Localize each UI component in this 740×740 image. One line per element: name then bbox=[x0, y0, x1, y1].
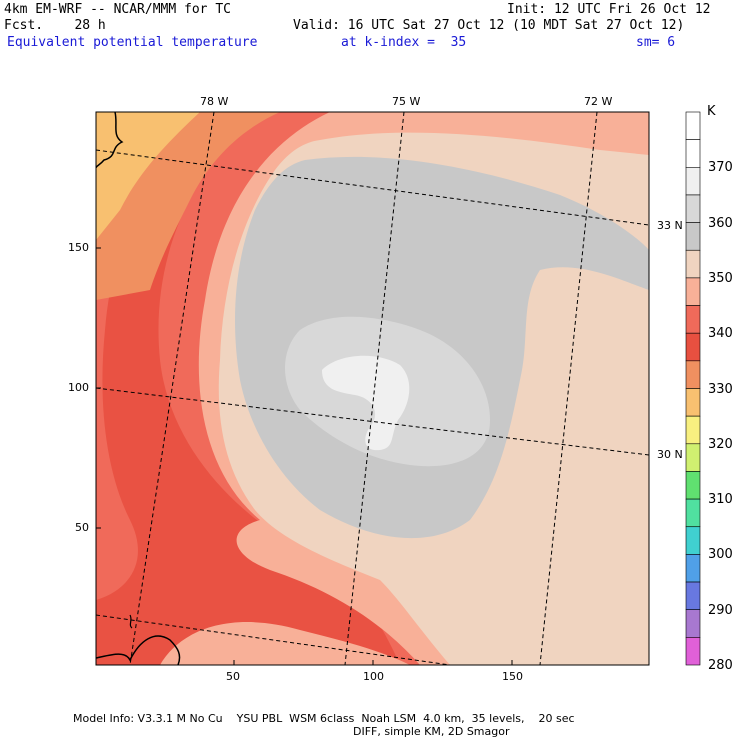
lat-label-30n: 30 N bbox=[657, 448, 683, 461]
lon-label-72w: 72 W bbox=[584, 95, 613, 108]
field-365k-eye bbox=[322, 355, 410, 451]
forecast-hour: Fcst. 28 h bbox=[4, 18, 106, 33]
y-tick-150: 150 bbox=[68, 241, 89, 254]
colorbar-swatch bbox=[685, 415, 701, 445]
colorbar-label: 300 bbox=[708, 547, 733, 563]
colorbar-swatch bbox=[685, 609, 701, 638]
lat-label-33n: 33 N bbox=[657, 219, 683, 232]
colorbar-swatch bbox=[685, 277, 701, 306]
colorbar-swatch bbox=[685, 167, 701, 196]
colorbar-label: 280 bbox=[708, 658, 733, 673]
parallel-33n bbox=[96, 149, 649, 226]
x-tick-100: 100 bbox=[363, 670, 384, 683]
colorbar-label: 320 bbox=[708, 436, 733, 452]
field-340k-core bbox=[96, 112, 400, 665]
x-tick-50: 50 bbox=[226, 670, 240, 683]
coastline-south bbox=[96, 635, 181, 665]
colorbar-swatch bbox=[685, 305, 701, 334]
colorbar-swatch bbox=[685, 249, 701, 279]
y-tick-100: 100 bbox=[68, 381, 89, 394]
colorbar-swatch bbox=[685, 637, 701, 666]
init-time: Init: 12 UTC Fri 26 Oct 12 bbox=[507, 2, 711, 17]
colorbar-swatch bbox=[685, 222, 701, 251]
map-field bbox=[96, 112, 649, 665]
colorbar-swatch bbox=[685, 526, 701, 555]
smoothing-info: sm= 6 bbox=[636, 35, 676, 50]
colorbar-label: 360 bbox=[708, 215, 733, 231]
meridian-75w bbox=[344, 112, 405, 665]
model-info-2: DIFF, simple KM, 2D Smagor bbox=[353, 725, 510, 738]
lon-label-78w: 78 W bbox=[200, 95, 229, 108]
level-info: at k-index = 35 bbox=[341, 35, 467, 50]
colorbar-label: 370 bbox=[708, 160, 733, 176]
colorbar-swatch bbox=[685, 581, 701, 610]
colorbar-label: 330 bbox=[708, 381, 733, 397]
valid-time: Valid: 16 UTC Sat 27 Oct 12 (10 MDT Sat … bbox=[293, 18, 685, 33]
colorbar-swatch bbox=[685, 388, 701, 417]
colorbar-swatch bbox=[685, 554, 701, 583]
lon-label-75w: 75 W bbox=[392, 95, 421, 108]
colorbar-label: 310 bbox=[708, 492, 733, 508]
parallel-27n bbox=[96, 614, 451, 665]
colorbar bbox=[685, 111, 701, 666]
field-325k bbox=[96, 112, 200, 240]
colorbar-label: 340 bbox=[708, 326, 733, 342]
island-coast bbox=[129, 614, 133, 629]
colorbar-swatch bbox=[685, 111, 701, 140]
colorbar-swatch bbox=[685, 194, 701, 223]
meridian-78w bbox=[129, 112, 215, 665]
colorbar-swatch bbox=[685, 139, 701, 168]
colorbar-label: 350 bbox=[708, 270, 733, 286]
colorbar-swatch bbox=[685, 471, 701, 500]
colorbar-unit: K bbox=[707, 104, 716, 119]
field-name: Equivalent potential temperature bbox=[7, 35, 258, 50]
colorbar-label: 290 bbox=[708, 602, 733, 618]
colorbar-swatch bbox=[685, 498, 701, 528]
axis-ticks bbox=[96, 247, 513, 665]
meridian-72w bbox=[539, 112, 598, 665]
parallel-30n bbox=[96, 387, 649, 456]
colorbar-swatch bbox=[685, 360, 701, 389]
model-info: Model Info: V3.3.1 M No Cu YSU PBL WSM 6… bbox=[73, 712, 575, 725]
model-title: 4km EM-WRF -- NCAR/MMM for TC bbox=[4, 2, 231, 17]
colorbar-swatch bbox=[685, 443, 701, 472]
y-tick-50: 50 bbox=[75, 521, 89, 534]
x-tick-150: 150 bbox=[502, 670, 523, 683]
colorbar-swatch bbox=[685, 332, 701, 362]
coastline-north bbox=[96, 112, 124, 169]
